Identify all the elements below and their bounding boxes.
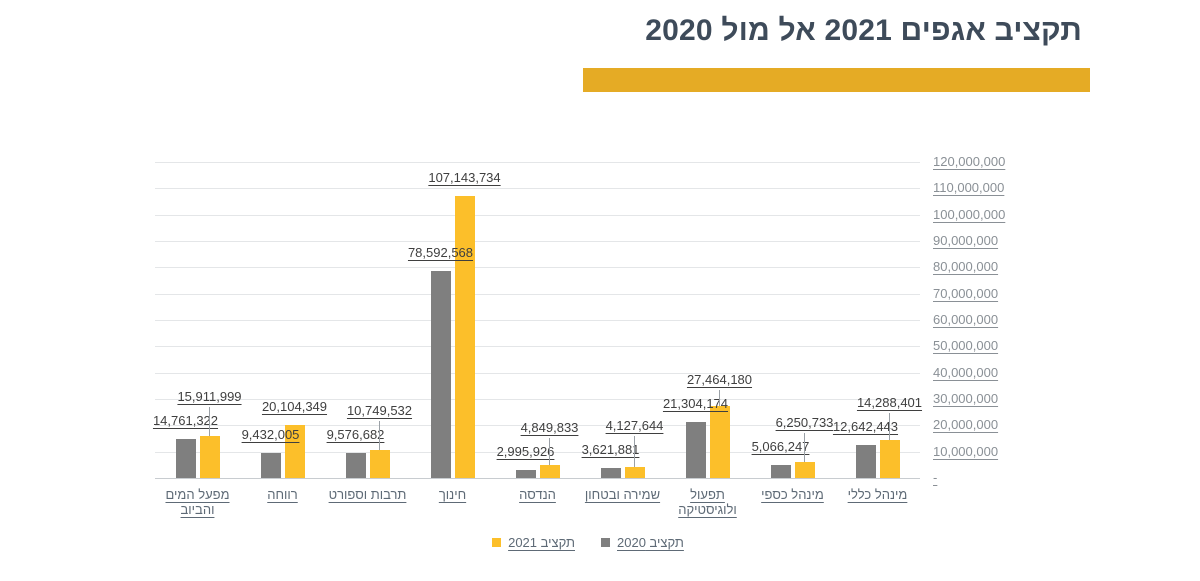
bar-2021	[199, 436, 220, 478]
data-label-2021: 6,250,733	[775, 414, 834, 430]
bar-2021	[624, 467, 645, 478]
y-axis-tick-label: 110,000,000	[933, 180, 1005, 196]
bar-2020	[600, 468, 621, 478]
bar-2020	[175, 439, 196, 478]
data-label-2020: 14,761,322	[152, 413, 219, 429]
data-label-2020: 3,621,881	[581, 442, 640, 458]
gridline	[155, 478, 920, 479]
y-axis-tick-label: 20,000,000	[933, 417, 999, 433]
chart-title: תקציב אגפים 2021 אל מול 2020	[645, 14, 1082, 47]
data-label-2020: 2,995,926	[496, 444, 555, 460]
y-axis-tick-label: 100,000,000	[933, 206, 1006, 222]
legend-item-2020: תקציב 2020	[601, 535, 684, 550]
legend-item-2021: תקציב 2021	[492, 535, 575, 550]
legend-swatch-2021-icon	[492, 537, 502, 547]
y-axis-tick-label: 70,000,000	[933, 285, 999, 301]
data-label-2021: 27,464,180	[686, 371, 753, 387]
gridline	[155, 162, 920, 163]
gridline	[155, 346, 920, 348]
data-label-2020: 9,432,005	[241, 427, 300, 443]
category-label: רווחה	[267, 487, 298, 502]
y-axis-tick-label: 120,000,000	[933, 154, 1006, 169]
legend-swatch-2020-icon	[601, 537, 610, 547]
data-label-2021: 4,849,833	[520, 420, 579, 436]
y-axis-tick-label: 50,000,000	[933, 338, 999, 354]
data-label-2020: 21,304,174	[662, 395, 729, 411]
category-label: תרבות וספורט	[328, 487, 407, 502]
gridline	[155, 267, 920, 269]
bar-2021	[369, 449, 390, 478]
gridline	[155, 214, 920, 216]
category-label: תפעול ולוגיסטיקה	[678, 487, 737, 517]
bar-2020	[345, 452, 366, 478]
gridline	[155, 372, 920, 374]
category-label: מינהל כללי	[847, 487, 908, 502]
legend-label-2021: תקציב 2021	[508, 534, 575, 550]
y-axis-tick-label: 90,000,000	[933, 233, 999, 248]
label-leader-line	[888, 412, 890, 441]
bar-2021	[794, 461, 815, 478]
y-axis-tick-label: 80,000,000	[933, 259, 999, 275]
label-leader-line	[633, 436, 635, 468]
data-label-2021: 10,749,532	[346, 402, 413, 418]
bar-2020	[855, 444, 876, 478]
bar-2020	[260, 453, 281, 478]
bar-2020	[430, 271, 451, 478]
gridline	[155, 188, 920, 190]
y-axis-tick-label: 60,000,000	[933, 312, 999, 327]
title-accent-bar	[583, 68, 1090, 92]
bar-2020	[685, 421, 706, 478]
label-leader-line	[548, 438, 550, 466]
gridline	[155, 399, 920, 400]
category-label: שמירה ובטחון	[584, 487, 661, 502]
data-label-2021: 4,127,644	[605, 418, 664, 434]
y-axis-tick-label: 30,000,000	[933, 391, 999, 406]
category-label: מינהל כספי	[761, 487, 824, 502]
gridline	[155, 241, 920, 242]
bar-2021	[879, 440, 900, 478]
gridline	[155, 293, 920, 295]
y-axis-tick-label: -	[933, 470, 938, 485]
data-label-2020: 5,066,247	[751, 438, 810, 454]
bar-2021	[454, 195, 475, 478]
bar-2021	[284, 425, 305, 478]
data-label-2020: 78,592,568	[407, 245, 474, 261]
bar-2020	[770, 464, 791, 478]
gridline	[155, 425, 920, 427]
chart-legend: תקציב 2021 תקציב 2020	[448, 531, 728, 553]
data-label-2021: 107,143,734	[428, 169, 501, 185]
y-axis-tick-label: 10,000,000	[933, 443, 999, 459]
label-leader-line	[378, 420, 380, 450]
gridline	[155, 320, 920, 321]
data-label-2020: 9,576,682	[326, 426, 385, 442]
gridline	[155, 451, 920, 453]
bar-2021	[709, 405, 730, 478]
category-label: הנדסה	[519, 487, 556, 502]
bar-2020	[515, 470, 536, 478]
data-label-2021: 20,104,349	[261, 399, 328, 415]
category-label: חינוך	[438, 487, 467, 502]
data-label-2021: 15,911,999	[177, 389, 242, 405]
y-axis-tick-label: 40,000,000	[933, 364, 999, 380]
bar-2021	[539, 465, 560, 478]
legend-label-2020: תקציב 2020	[617, 534, 684, 550]
label-leader-line	[718, 389, 720, 406]
label-leader-line	[803, 432, 805, 462]
category-label: מפעל המים והביוב	[165, 487, 230, 517]
data-label-2020: 12,642,443	[832, 418, 899, 434]
label-leader-line	[208, 407, 210, 437]
data-label-2021: 14,288,401	[856, 394, 923, 410]
